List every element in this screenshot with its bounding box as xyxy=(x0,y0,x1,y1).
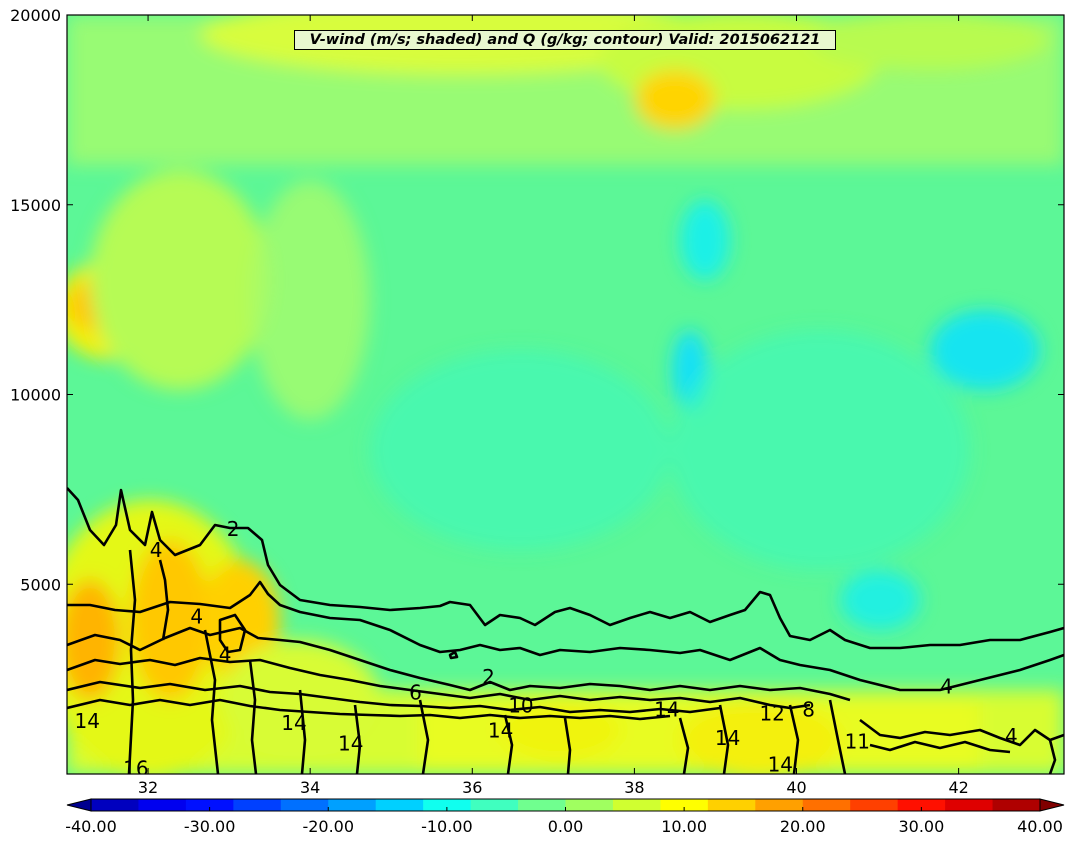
contour-label: 4 xyxy=(219,642,232,666)
colorbar-tick-label: -20.00 xyxy=(302,817,354,836)
contour-label: 12 xyxy=(759,701,784,725)
colorbar-segment xyxy=(565,799,614,811)
contour-label: 14 xyxy=(281,711,306,735)
colorbar-tick-label: 30.00 xyxy=(898,817,944,836)
contour-line xyxy=(869,740,1011,754)
contour-line xyxy=(67,656,811,710)
y-tick-label: 5000 xyxy=(20,575,61,594)
colorbar-segment xyxy=(897,799,946,811)
contour-label: 14 xyxy=(715,726,740,750)
colorbar-tick-label: 20.00 xyxy=(780,817,826,836)
contour-line xyxy=(1048,739,1057,774)
contour-line xyxy=(67,487,1064,650)
colorbar-tick-label: -40.00 xyxy=(65,817,117,836)
contour-line xyxy=(218,613,247,654)
colorbar-segment xyxy=(91,799,139,811)
contour-label: 14 xyxy=(654,697,679,721)
colorbar-segment xyxy=(612,799,661,811)
contour-line xyxy=(718,704,730,774)
colorbar-tick-label: -30.00 xyxy=(184,817,236,836)
contour-line xyxy=(203,629,220,774)
contour-label: 14 xyxy=(768,753,793,777)
colorbar-segment xyxy=(518,799,566,811)
colorbar-segment xyxy=(802,799,851,811)
colorbar-segment xyxy=(470,799,519,811)
contour-line xyxy=(67,698,671,721)
colorbar: -40.00 -30.00 -20.00 -10.00 0.00 10.00 20.00 30… xyxy=(65,798,1065,836)
contour-label: 8 xyxy=(802,697,815,721)
contour-line xyxy=(448,650,459,660)
contour-line xyxy=(67,580,1064,692)
contour-label: 16 xyxy=(123,756,148,780)
chart-title: V-wind (m/s; shaded) and Q (g/kg; contou… xyxy=(294,30,836,50)
colorbar-segment xyxy=(850,799,899,811)
y-tick-label: 10000 xyxy=(10,386,61,405)
x-tick-label: 38 xyxy=(624,778,644,797)
contour-line xyxy=(158,559,170,641)
colorbar-min-extension xyxy=(66,798,92,812)
contour-label: 4 xyxy=(150,538,163,562)
colorbar-segment xyxy=(992,799,1041,811)
contour-label: 2 xyxy=(482,665,495,689)
contour-line xyxy=(503,714,514,774)
contour-label: 14 xyxy=(488,718,513,742)
colorbar-segment xyxy=(280,799,329,811)
contour-label: 4 xyxy=(940,675,953,699)
contour-label: 11 xyxy=(845,730,870,754)
q-contours xyxy=(67,487,1064,774)
y-axis: 20000 15000 10000 5000 xyxy=(10,6,1064,594)
x-axis: 32 34 36 38 40 42 xyxy=(138,15,969,797)
x-tick-label: 34 xyxy=(300,778,320,797)
colorbar-segment xyxy=(328,799,377,811)
contour-line xyxy=(828,699,847,774)
y-tick-label: 20000 xyxy=(10,6,61,25)
colorbar-tick-label: -10.00 xyxy=(421,817,473,836)
contour-line xyxy=(298,689,307,774)
colorbar-segment xyxy=(707,799,756,811)
contour-label: 10 xyxy=(508,694,533,718)
colorbar-max-extension xyxy=(1039,798,1065,812)
colorbar-segment xyxy=(375,799,424,811)
contour-line xyxy=(67,680,721,714)
x-tick-label: 36 xyxy=(462,778,482,797)
colorbar-tick-label: 40.00 xyxy=(1017,817,1063,836)
colorbar-segment xyxy=(233,799,282,811)
contour-label: 4 xyxy=(190,605,203,629)
colorbar-segment xyxy=(423,799,472,811)
contour-label: 6 xyxy=(409,680,422,704)
colorbar-tick-label: 10.00 xyxy=(661,817,707,836)
contour-line xyxy=(67,626,851,702)
colorbar-segment xyxy=(138,799,187,811)
contour-label: 2 xyxy=(227,517,240,541)
x-tick-label: 42 xyxy=(948,778,968,797)
x-tick-label: 40 xyxy=(786,778,806,797)
colorbar-segment xyxy=(660,799,709,811)
contour-line xyxy=(418,699,430,774)
contour-label: 4 xyxy=(1005,724,1018,748)
colorbar-segment xyxy=(755,799,804,811)
contour-line xyxy=(127,549,137,774)
contour-label: 14 xyxy=(338,732,363,756)
contour-line xyxy=(353,704,362,774)
colorbar-segment xyxy=(945,799,994,811)
contour-line xyxy=(563,717,572,774)
y-tick-label: 15000 xyxy=(10,196,61,215)
contour-line xyxy=(678,717,690,774)
x-tick-label: 32 xyxy=(138,778,158,797)
colorbar-tick-label: 0.00 xyxy=(548,817,584,836)
colorbar-segment xyxy=(185,799,234,811)
contour-label: 14 xyxy=(75,709,100,733)
contour-line xyxy=(248,659,258,774)
contour-line xyxy=(859,718,1064,747)
contour-line xyxy=(788,704,800,774)
